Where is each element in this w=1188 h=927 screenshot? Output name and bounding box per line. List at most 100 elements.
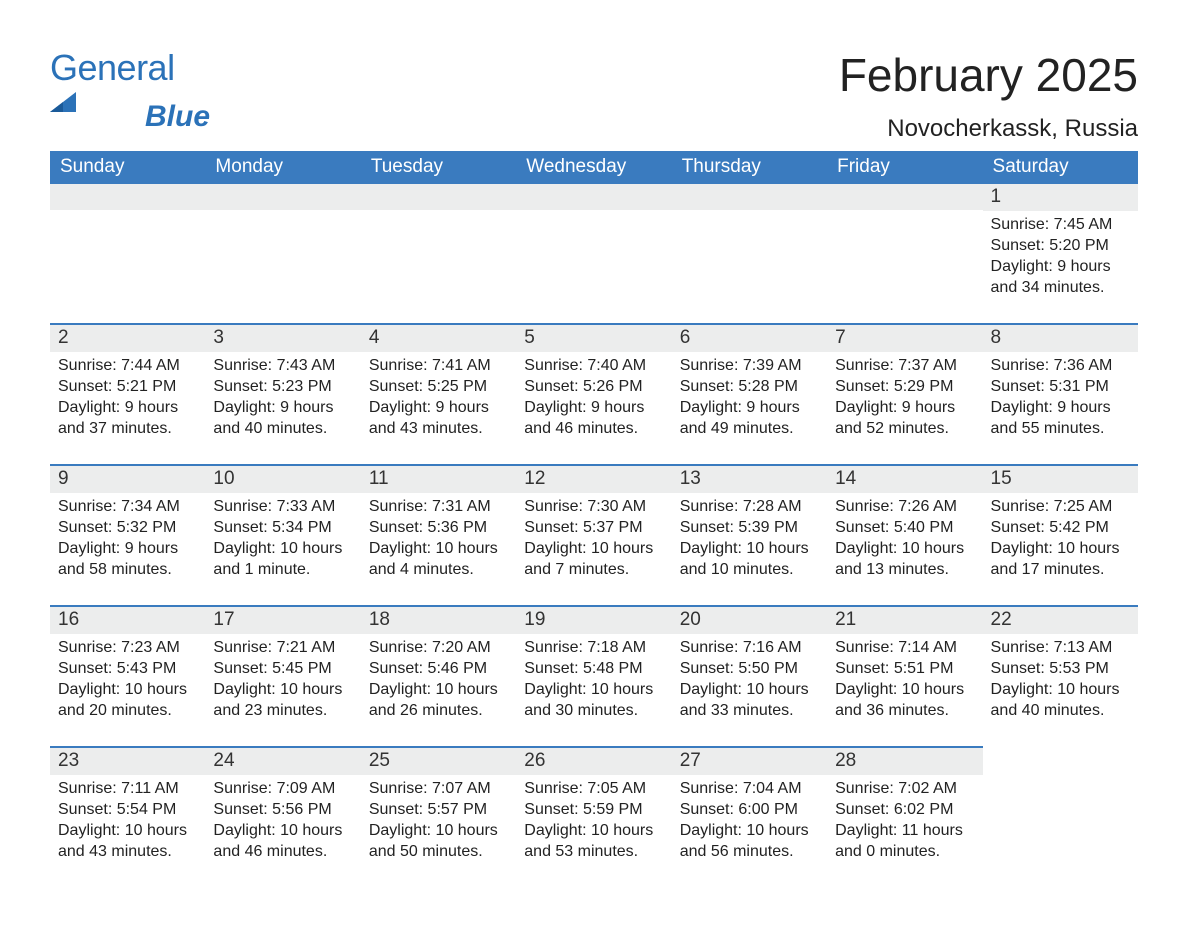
day-number: 13 bbox=[672, 464, 827, 494]
calendar-day-cell: 9Sunrise: 7:34 AMSunset: 5:32 PMDaylight… bbox=[50, 464, 205, 605]
calendar-day-cell: 1Sunrise: 7:45 AMSunset: 5:20 PMDaylight… bbox=[983, 184, 1138, 323]
day-number: 20 bbox=[672, 605, 827, 635]
calendar-day-cell: 4Sunrise: 7:41 AMSunset: 5:25 PMDaylight… bbox=[361, 323, 516, 464]
day-number: 14 bbox=[827, 464, 982, 494]
day-details: Sunrise: 7:02 AMSunset: 6:02 PMDaylight:… bbox=[827, 775, 982, 862]
day-details: Sunrise: 7:16 AMSunset: 5:50 PMDaylight:… bbox=[672, 634, 827, 721]
day-number: 26 bbox=[516, 746, 671, 776]
calendar-day-cell: 16Sunrise: 7:23 AMSunset: 5:43 PMDayligh… bbox=[50, 605, 205, 746]
day-number: 17 bbox=[205, 605, 360, 635]
calendar-week-row: 9Sunrise: 7:34 AMSunset: 5:32 PMDaylight… bbox=[50, 464, 1138, 605]
day-number: 7 bbox=[827, 323, 982, 353]
day-number: 15 bbox=[983, 464, 1138, 494]
calendar-table: Sunday Monday Tuesday Wednesday Thursday… bbox=[50, 151, 1138, 887]
weekday-header: Tuesday bbox=[361, 151, 516, 184]
weekday-header: Monday bbox=[205, 151, 360, 184]
day-details: Sunrise: 7:26 AMSunset: 5:40 PMDaylight:… bbox=[827, 493, 982, 580]
day-details: Sunrise: 7:40 AMSunset: 5:26 PMDaylight:… bbox=[516, 352, 671, 439]
day-details: Sunrise: 7:41 AMSunset: 5:25 PMDaylight:… bbox=[361, 352, 516, 439]
calendar-day-cell: 8Sunrise: 7:36 AMSunset: 5:31 PMDaylight… bbox=[983, 323, 1138, 464]
calendar-day-cell: 19Sunrise: 7:18 AMSunset: 5:48 PMDayligh… bbox=[516, 605, 671, 746]
day-details: Sunrise: 7:13 AMSunset: 5:53 PMDaylight:… bbox=[983, 634, 1138, 721]
day-details: Sunrise: 7:21 AMSunset: 5:45 PMDaylight:… bbox=[205, 634, 360, 721]
empty-day-bar bbox=[361, 184, 516, 210]
calendar-day-cell: 17Sunrise: 7:21 AMSunset: 5:45 PMDayligh… bbox=[205, 605, 360, 746]
calendar-day-cell: 26Sunrise: 7:05 AMSunset: 5:59 PMDayligh… bbox=[516, 746, 671, 887]
day-number: 12 bbox=[516, 464, 671, 494]
calendar-day-cell: 13Sunrise: 7:28 AMSunset: 5:39 PMDayligh… bbox=[672, 464, 827, 605]
empty-day-bar bbox=[827, 184, 982, 210]
day-number: 1 bbox=[983, 184, 1138, 212]
weekday-header: Sunday bbox=[50, 151, 205, 184]
day-details: Sunrise: 7:39 AMSunset: 5:28 PMDaylight:… bbox=[672, 352, 827, 439]
day-number: 2 bbox=[50, 323, 205, 353]
day-number: 19 bbox=[516, 605, 671, 635]
calendar-empty-cell bbox=[361, 184, 516, 323]
day-number: 22 bbox=[983, 605, 1138, 635]
day-details: Sunrise: 7:18 AMSunset: 5:48 PMDaylight:… bbox=[516, 634, 671, 721]
day-number: 16 bbox=[50, 605, 205, 635]
calendar-week-row: 23Sunrise: 7:11 AMSunset: 5:54 PMDayligh… bbox=[50, 746, 1138, 887]
day-number: 25 bbox=[361, 746, 516, 776]
day-details: Sunrise: 7:33 AMSunset: 5:34 PMDaylight:… bbox=[205, 493, 360, 580]
day-details: Sunrise: 7:14 AMSunset: 5:51 PMDaylight:… bbox=[827, 634, 982, 721]
day-details: Sunrise: 7:23 AMSunset: 5:43 PMDaylight:… bbox=[50, 634, 205, 721]
calendar-empty-cell bbox=[205, 184, 360, 323]
title-block: February 2025 Novocherkassk, Russia bbox=[839, 50, 1138, 143]
calendar-day-cell: 2Sunrise: 7:44 AMSunset: 5:21 PMDaylight… bbox=[50, 323, 205, 464]
day-details: Sunrise: 7:37 AMSunset: 5:29 PMDaylight:… bbox=[827, 352, 982, 439]
calendar-day-cell: 11Sunrise: 7:31 AMSunset: 5:36 PMDayligh… bbox=[361, 464, 516, 605]
day-number: 5 bbox=[516, 323, 671, 353]
day-number: 8 bbox=[983, 323, 1138, 353]
day-details: Sunrise: 7:20 AMSunset: 5:46 PMDaylight:… bbox=[361, 634, 516, 721]
day-details: Sunrise: 7:44 AMSunset: 5:21 PMDaylight:… bbox=[50, 352, 205, 439]
location-label: Novocherkassk, Russia bbox=[839, 115, 1138, 143]
day-details: Sunrise: 7:04 AMSunset: 6:00 PMDaylight:… bbox=[672, 775, 827, 862]
calendar-day-cell: 15Sunrise: 7:25 AMSunset: 5:42 PMDayligh… bbox=[983, 464, 1138, 605]
calendar-day-cell: 12Sunrise: 7:30 AMSunset: 5:37 PMDayligh… bbox=[516, 464, 671, 605]
calendar-day-cell: 28Sunrise: 7:02 AMSunset: 6:02 PMDayligh… bbox=[827, 746, 982, 887]
calendar-empty-cell bbox=[827, 184, 982, 323]
weekday-header: Saturday bbox=[983, 151, 1138, 184]
header: General Blue February 2025 Novocherkassk… bbox=[50, 50, 1138, 143]
calendar-day-cell: 27Sunrise: 7:04 AMSunset: 6:00 PMDayligh… bbox=[672, 746, 827, 887]
weekday-header: Wednesday bbox=[516, 151, 671, 184]
calendar-day-cell: 24Sunrise: 7:09 AMSunset: 5:56 PMDayligh… bbox=[205, 746, 360, 887]
day-number: 23 bbox=[50, 746, 205, 776]
day-details: Sunrise: 7:45 AMSunset: 5:20 PMDaylight:… bbox=[983, 211, 1138, 298]
calendar-page: General Blue February 2025 Novocherkassk… bbox=[0, 0, 1188, 927]
calendar-day-cell: 14Sunrise: 7:26 AMSunset: 5:40 PMDayligh… bbox=[827, 464, 982, 605]
day-details: Sunrise: 7:07 AMSunset: 5:57 PMDaylight:… bbox=[361, 775, 516, 862]
day-details: Sunrise: 7:30 AMSunset: 5:37 PMDaylight:… bbox=[516, 493, 671, 580]
brand-logo: General Blue bbox=[50, 50, 210, 132]
day-number: 10 bbox=[205, 464, 360, 494]
day-details: Sunrise: 7:43 AMSunset: 5:23 PMDaylight:… bbox=[205, 352, 360, 439]
day-details: Sunrise: 7:34 AMSunset: 5:32 PMDaylight:… bbox=[50, 493, 205, 580]
weekday-header-row: Sunday Monday Tuesday Wednesday Thursday… bbox=[50, 151, 1138, 184]
day-number: 3 bbox=[205, 323, 360, 353]
calendar-day-cell: 20Sunrise: 7:16 AMSunset: 5:50 PMDayligh… bbox=[672, 605, 827, 746]
calendar-week-row: 2Sunrise: 7:44 AMSunset: 5:21 PMDaylight… bbox=[50, 323, 1138, 464]
calendar-day-cell: 7Sunrise: 7:37 AMSunset: 5:29 PMDaylight… bbox=[827, 323, 982, 464]
day-details: Sunrise: 7:09 AMSunset: 5:56 PMDaylight:… bbox=[205, 775, 360, 862]
brand-flag-icon bbox=[50, 92, 210, 114]
weekday-header: Thursday bbox=[672, 151, 827, 184]
day-number: 11 bbox=[361, 464, 516, 494]
brand-word1: General bbox=[50, 47, 175, 88]
calendar-empty-cell bbox=[50, 184, 205, 323]
calendar-empty-cell bbox=[516, 184, 671, 323]
calendar-empty-cell bbox=[672, 184, 827, 323]
weekday-header: Friday bbox=[827, 151, 982, 184]
day-number: 21 bbox=[827, 605, 982, 635]
day-number: 24 bbox=[205, 746, 360, 776]
day-details: Sunrise: 7:11 AMSunset: 5:54 PMDaylight:… bbox=[50, 775, 205, 862]
calendar-week-row: 16Sunrise: 7:23 AMSunset: 5:43 PMDayligh… bbox=[50, 605, 1138, 746]
empty-day-bar bbox=[672, 184, 827, 210]
day-details: Sunrise: 7:25 AMSunset: 5:42 PMDaylight:… bbox=[983, 493, 1138, 580]
calendar-empty-cell bbox=[983, 746, 1138, 887]
day-number: 27 bbox=[672, 746, 827, 776]
day-number: 6 bbox=[672, 323, 827, 353]
calendar-day-cell: 22Sunrise: 7:13 AMSunset: 5:53 PMDayligh… bbox=[983, 605, 1138, 746]
empty-day-bar bbox=[516, 184, 671, 210]
day-number: 4 bbox=[361, 323, 516, 353]
